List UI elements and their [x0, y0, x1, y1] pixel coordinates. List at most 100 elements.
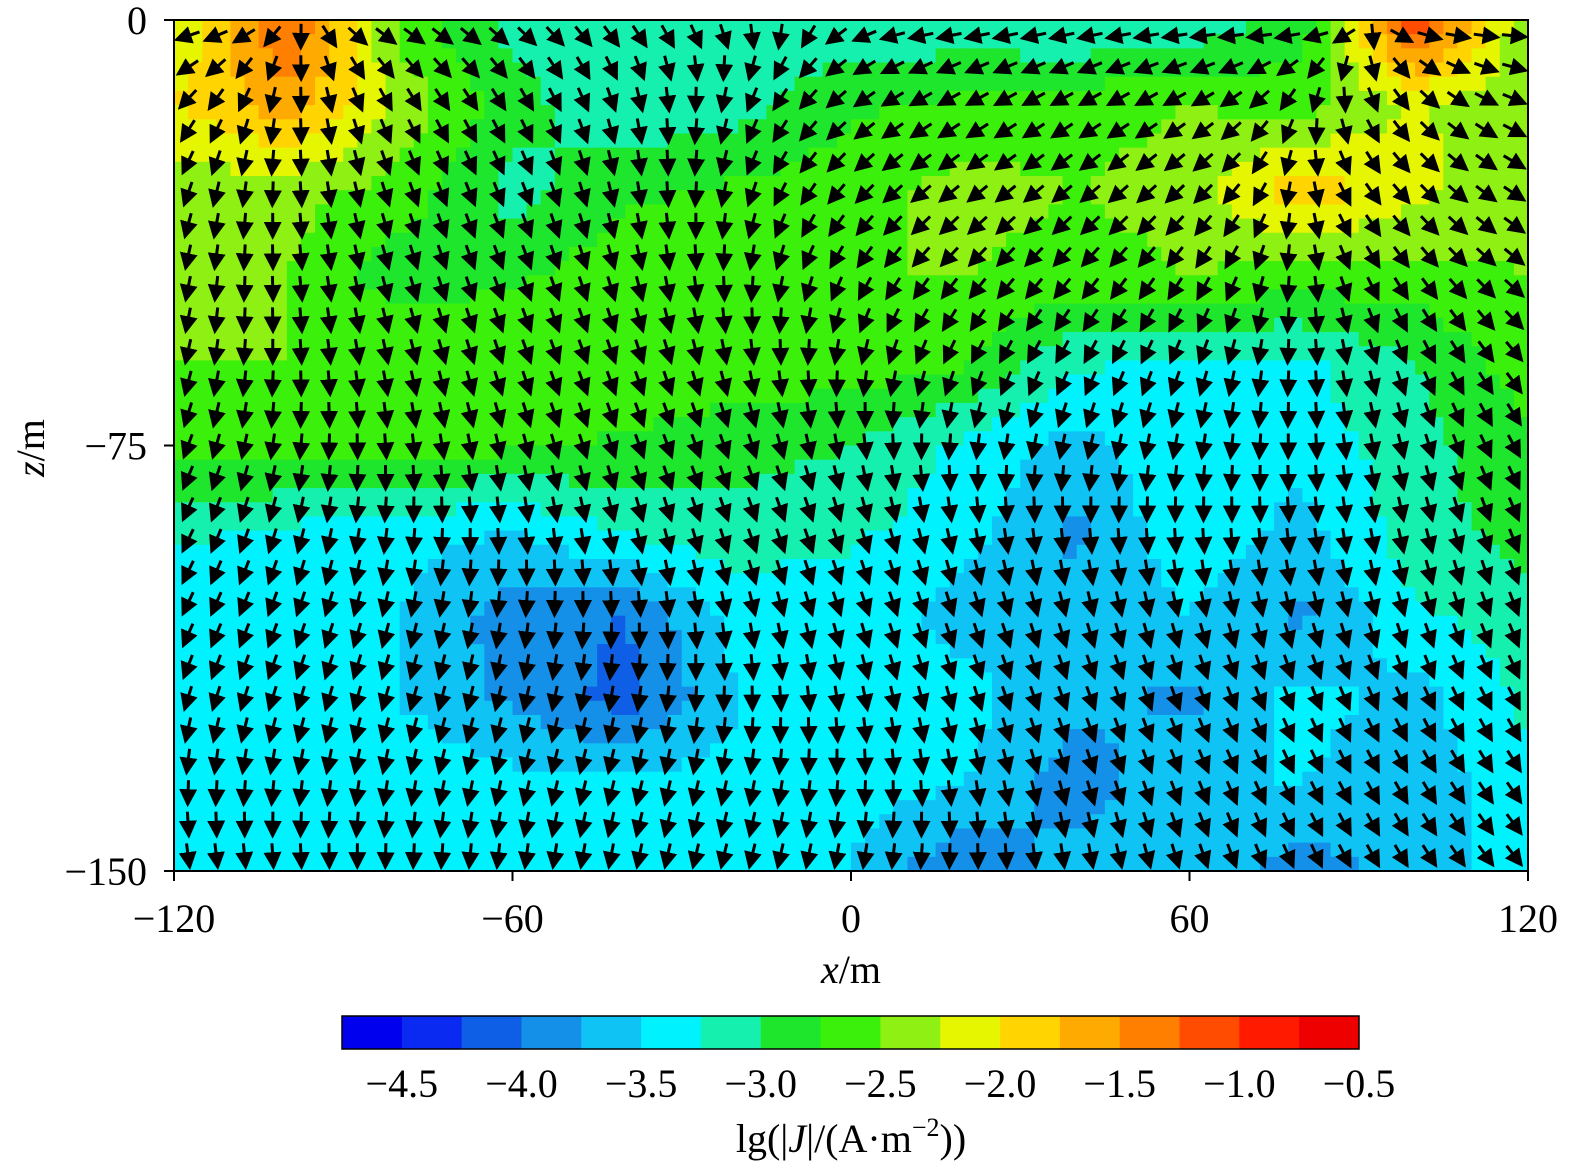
heatmap-cell	[625, 544, 641, 560]
heatmap-cell	[808, 204, 824, 220]
heatmap-cell	[1217, 459, 1233, 475]
heatmap-cell	[738, 743, 753, 759]
heatmap-cell	[597, 133, 612, 149]
heatmap-cell	[597, 76, 612, 92]
heatmap-cell	[329, 402, 344, 418]
heatmap-cell	[427, 417, 443, 432]
heatmap-cell	[371, 587, 387, 603]
heatmap-cell	[1020, 303, 1035, 319]
heatmap-cell	[1429, 714, 1444, 730]
heatmap-cell	[385, 176, 401, 191]
heatmap-cell	[554, 601, 570, 617]
heatmap-cell	[1372, 176, 1388, 191]
heatmap-cell	[851, 105, 866, 120]
heatmap-cell	[1274, 644, 1289, 659]
heatmap-cell	[1147, 445, 1162, 461]
heatmap-cell	[188, 544, 203, 560]
heatmap-cell	[1386, 601, 1402, 617]
heatmap-cell	[949, 133, 965, 149]
heatmap-cell	[977, 743, 993, 759]
heatmap-cell	[1104, 20, 1120, 35]
heatmap-cell	[413, 20, 429, 35]
heatmap-cell	[1090, 388, 1106, 404]
heatmap-cell	[1175, 686, 1191, 702]
heatmap-cell	[1048, 204, 1064, 220]
heatmap-cell	[1147, 615, 1162, 631]
heatmap-cell	[583, 332, 598, 347]
heatmap-cell	[216, 417, 232, 432]
heatmap-cell	[258, 644, 274, 659]
heatmap-cell	[1386, 388, 1402, 404]
heatmap-cell	[709, 601, 725, 617]
heatmap-cell	[836, 105, 852, 120]
heatmap-cell	[879, 332, 894, 347]
heatmap-cell	[1288, 303, 1303, 319]
heatmap-cell	[1161, 729, 1176, 744]
heatmap-cell	[371, 445, 387, 461]
heatmap-cell	[484, 289, 499, 305]
heatmap-cell	[963, 729, 979, 744]
heatmap-cell	[921, 686, 937, 702]
heatmap-cell	[992, 573, 1007, 588]
heatmap-cell	[1302, 601, 1318, 617]
heatmap-cell	[357, 672, 373, 688]
heatmap-cell	[1386, 672, 1402, 688]
heatmap-cell	[794, 445, 810, 461]
heatmap-cell	[300, 360, 316, 376]
heatmap-cell	[808, 743, 824, 759]
heatmap-cell	[300, 544, 316, 560]
heatmap-cell	[611, 275, 626, 291]
heatmap-cell	[1076, 176, 1092, 191]
heatmap-cell	[949, 587, 965, 603]
heatmap-cell	[1048, 105, 1064, 120]
heatmap-cell	[1429, 275, 1444, 291]
heatmap-cell	[1118, 417, 1134, 432]
heatmap-cell	[879, 232, 894, 248]
heatmap-cell	[216, 289, 232, 305]
heatmap-cell	[1372, 20, 1388, 35]
heatmap-cell	[1104, 105, 1120, 120]
heatmap-cell	[1104, 176, 1120, 191]
heatmap-cell	[512, 133, 528, 149]
heatmap-cell	[427, 388, 443, 404]
heatmap-cell	[639, 119, 655, 135]
heatmap-cell	[625, 417, 641, 432]
heatmap-cell	[851, 573, 866, 588]
heatmap-cell	[992, 232, 1007, 248]
heatmap-cell	[1288, 176, 1303, 191]
heatmap-cell	[1344, 431, 1360, 447]
heatmap-cell	[1316, 558, 1332, 574]
heatmap-cell	[470, 431, 485, 447]
heatmap-cell	[1076, 232, 1092, 248]
heatmap-cell	[865, 431, 880, 447]
heatmap-cell	[1062, 204, 1078, 220]
heatmap-cell	[568, 261, 584, 276]
heatmap-cell	[724, 176, 739, 191]
heatmap-cell	[1513, 105, 1528, 120]
heatmap-cell	[258, 459, 274, 475]
heatmap-cell	[1189, 360, 1205, 376]
heatmap-cell	[653, 714, 669, 730]
heatmap-cell	[258, 332, 274, 347]
heatmap-cell	[1048, 431, 1064, 447]
heatmap-cell	[1260, 417, 1275, 432]
heatmap-cell	[1133, 303, 1148, 319]
heatmap-cell	[1415, 218, 1430, 234]
heatmap-cell	[188, 190, 203, 205]
heatmap-cell	[992, 147, 1007, 163]
heatmap-cell	[1457, 459, 1473, 475]
heatmap-cell	[583, 147, 598, 163]
heatmap-cell	[949, 20, 965, 35]
heatmap-cell	[1090, 516, 1106, 532]
heatmap-cell	[1401, 48, 1416, 64]
heatmap-cell	[1513, 644, 1528, 659]
heatmap-cell	[738, 714, 753, 730]
heatmap-cell	[498, 48, 514, 64]
heatmap-cell	[1288, 402, 1303, 418]
heatmap-cell	[1274, 544, 1289, 560]
heatmap-cell	[174, 714, 189, 730]
heatmap-cell	[315, 488, 330, 503]
heatmap-cell	[286, 105, 302, 120]
heatmap-cell	[1245, 544, 1261, 560]
heatmap-cell	[695, 672, 711, 688]
